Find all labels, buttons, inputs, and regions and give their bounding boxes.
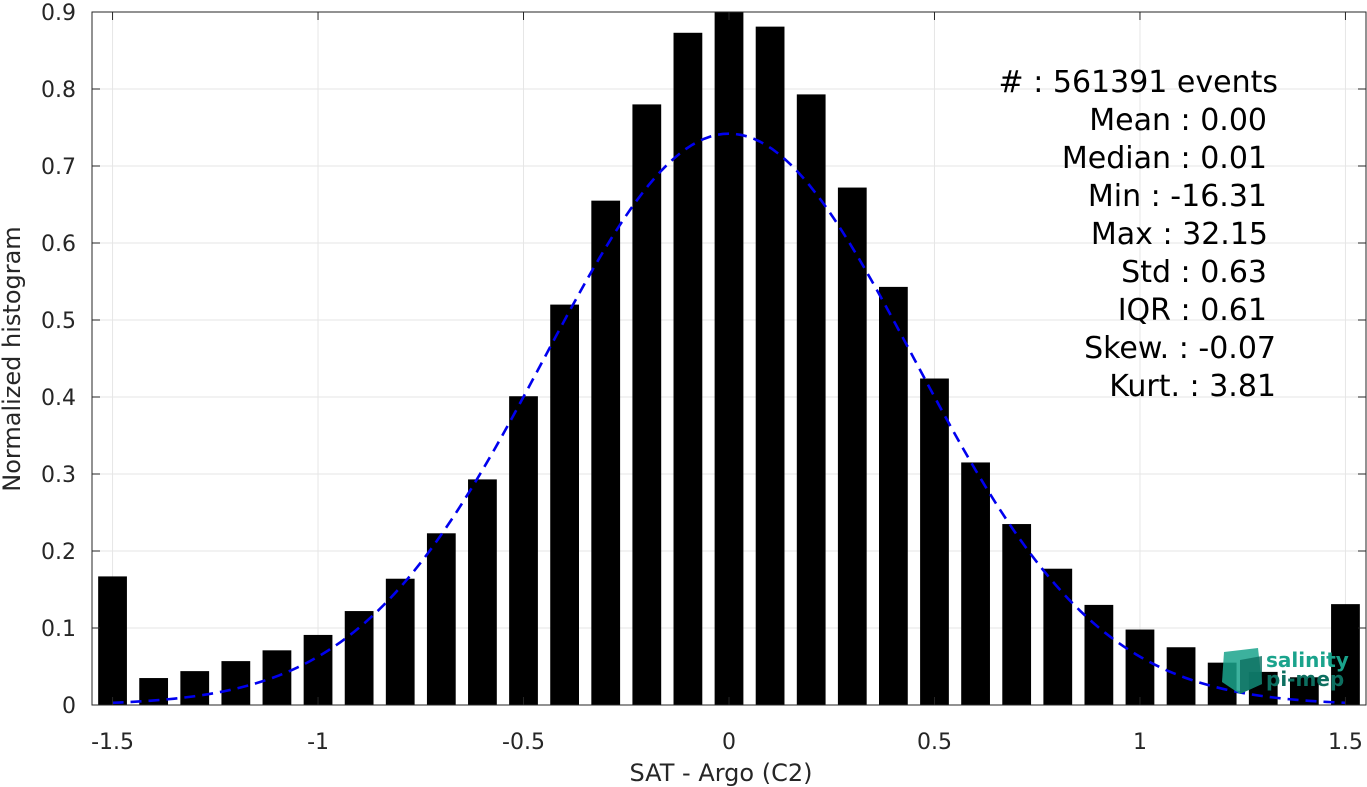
histogram-bar — [344, 611, 374, 705]
histogram-bar — [796, 94, 826, 705]
x-tick-label: -1 — [307, 730, 329, 755]
y-axis-label: Normalized histogram — [0, 226, 26, 491]
histogram-bar — [879, 286, 908, 705]
gaussian-fit-curve — [112, 132, 1346, 705]
x-tick-label: 1.5 — [1328, 730, 1363, 755]
histogram-bar — [221, 661, 251, 705]
logo-mark-shade-icon — [1240, 656, 1262, 694]
histogram-bar — [262, 650, 292, 705]
histogram-bar — [1331, 604, 1360, 705]
stat-line: Mean : 0.00 — [1089, 103, 1267, 138]
histogram-bar — [98, 576, 127, 705]
histogram-bar — [673, 32, 703, 706]
histogram-bar — [468, 479, 497, 705]
y-tick-label: 0 — [62, 694, 76, 719]
histogram-bar — [1043, 568, 1073, 705]
histogram-bar — [1002, 524, 1032, 705]
x-tick-labels: -1.5 -1 -0.5 0 0.5 1 1.5 — [91, 730, 1363, 755]
stat-line: Std : 0.63 — [1121, 255, 1267, 290]
histogram-bar — [550, 304, 579, 705]
axis-ticks — [92, 11, 1366, 706]
stat-line: Median : 0.01 — [1062, 141, 1267, 176]
y-tick-labels: 0 0.1 0.2 0.3 0.4 0.5 0.6 0.7 0.8 0.9 — [41, 1, 76, 719]
histogram-bar — [837, 187, 867, 705]
histogram-bar — [385, 578, 415, 705]
y-tick-label: 0.7 — [41, 155, 76, 180]
x-tick-label: 0 — [722, 730, 736, 755]
histogram-bar — [180, 671, 210, 705]
histogram-bar — [961, 462, 990, 705]
logo-line1: salinity — [1266, 648, 1349, 672]
histogram-bar — [1166, 647, 1196, 705]
histogram-bars — [98, 12, 1360, 706]
stat-line: Kurt. : 3.81 — [1109, 369, 1276, 404]
stat-line: Min : -16.31 — [1088, 179, 1267, 214]
stat-line: IQR : 0.61 — [1118, 293, 1267, 328]
y-tick-label: 0.5 — [41, 309, 76, 334]
histogram-bar — [591, 200, 621, 705]
x-tick-label: 1 — [1133, 730, 1147, 755]
y-tick-label: 0.1 — [41, 617, 76, 642]
y-tick-label: 0.8 — [41, 78, 76, 103]
salinity-pimep-logo: salinity pi-mep — [1222, 648, 1349, 694]
histogram-bar — [1125, 629, 1155, 705]
histogram-bar — [509, 396, 538, 705]
y-tick-label: 0.6 — [41, 232, 76, 257]
stat-line: Max : 32.15 — [1091, 217, 1268, 252]
histogram-bar — [303, 634, 333, 705]
histogram-bar — [426, 533, 456, 705]
x-tick-label: -0.5 — [502, 730, 545, 755]
x-tick-label: 0.5 — [917, 730, 952, 755]
y-tick-label: 0.2 — [41, 540, 76, 565]
stat-line: # : 561391 events — [999, 65, 1278, 100]
histogram-bar — [632, 104, 662, 705]
x-axis-label: SAT - Argo (C2) — [630, 759, 813, 787]
histogram-bar — [755, 26, 785, 705]
histogram-bar — [714, 12, 744, 705]
y-tick-label: 0.4 — [41, 386, 76, 411]
histogram-bar — [920, 378, 949, 705]
stat-line: Skew. : -0.07 — [1084, 331, 1276, 366]
y-tick-label: 0.9 — [41, 1, 76, 26]
logo-line2: pi-mep — [1266, 667, 1344, 691]
y-tick-label: 0.3 — [41, 463, 76, 488]
histogram-bar — [1084, 604, 1114, 705]
x-tick-label: -1.5 — [91, 730, 134, 755]
